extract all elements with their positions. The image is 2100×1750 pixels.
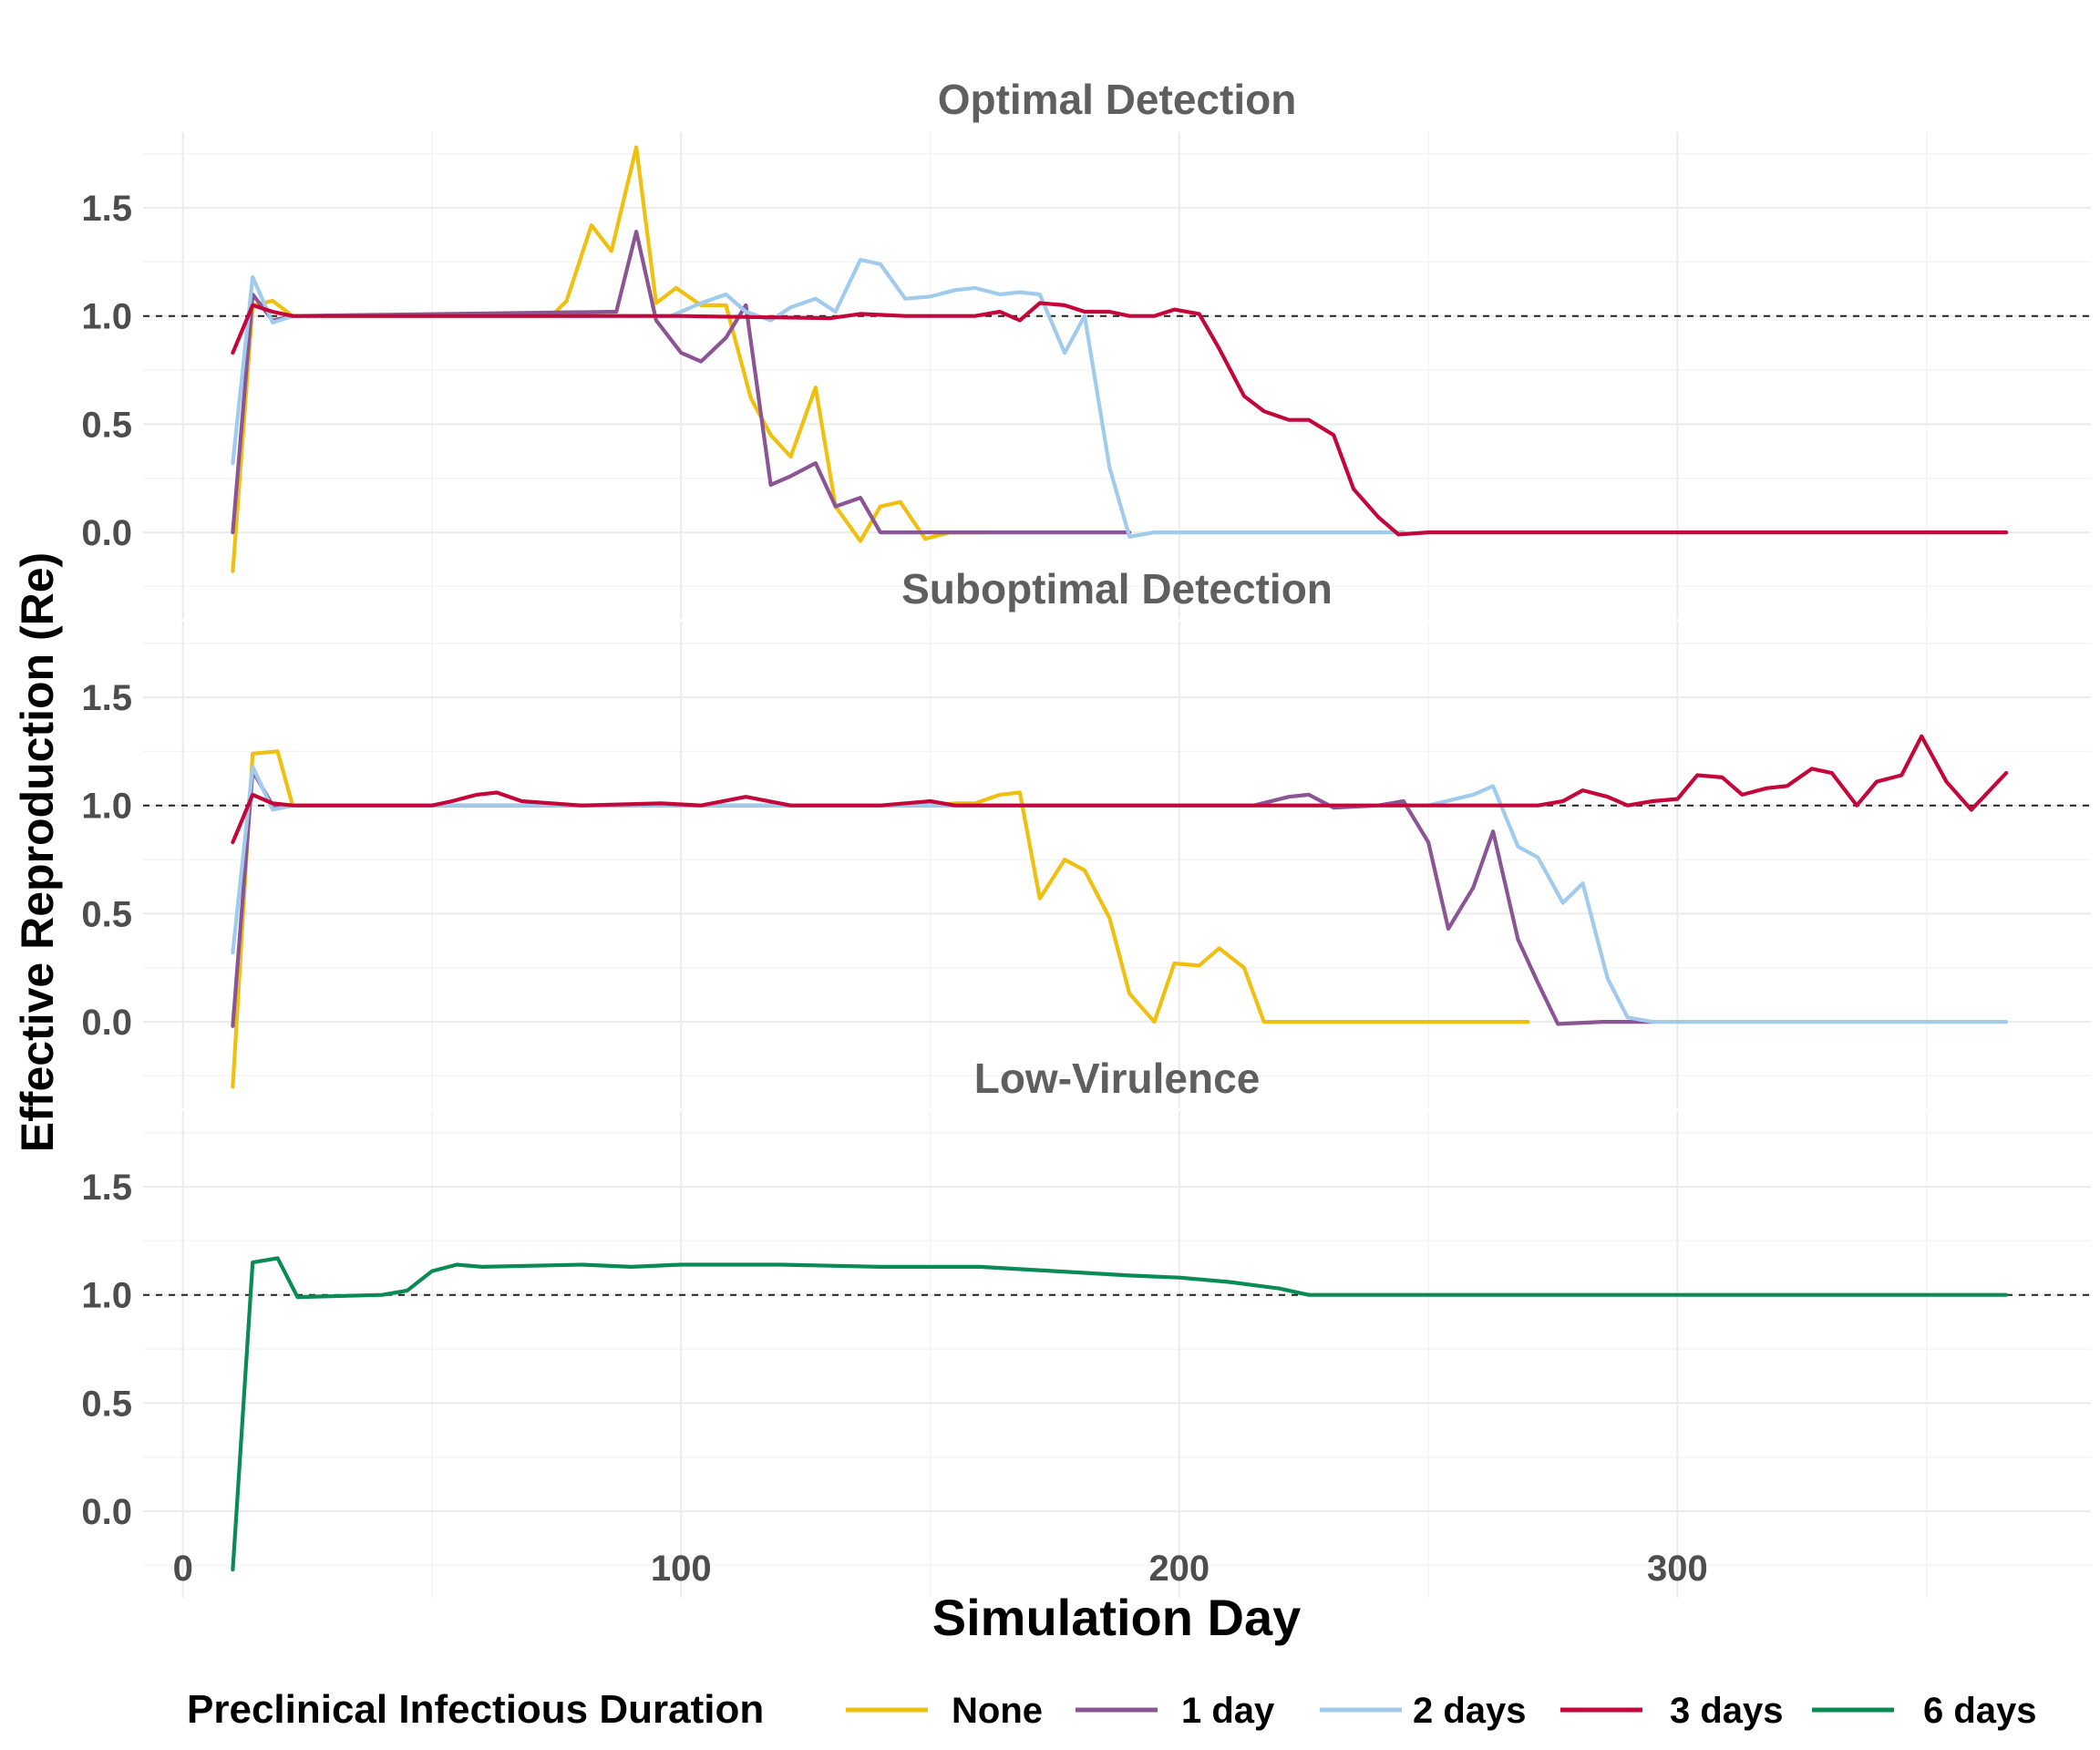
legend-label-none: None	[952, 1691, 1043, 1731]
x-tick-label: 300	[1647, 1549, 1708, 1589]
x-axis-title: Simulation Day	[932, 1589, 1302, 1646]
legend-label-3-days: 3 days	[1670, 1691, 1784, 1731]
panel-title: Suboptimal Detection	[901, 565, 1333, 612]
y-tick-label: 0.5	[81, 894, 132, 934]
legend-title: Preclinical Infectious Duration	[187, 1687, 764, 1732]
series-line-3-days	[231, 301, 2009, 537]
series-line-2-days	[231, 764, 2009, 1024]
y-tick-label: 1.5	[81, 1168, 132, 1208]
y-tick-label: 0.0	[81, 1492, 132, 1532]
panel-title: Optimal Detection	[938, 76, 1297, 123]
panel: Optimal Detection 0.0 0.5 1.0 1.5	[81, 76, 2091, 619]
x-tick-label: 100	[651, 1549, 712, 1589]
x-axis-tick-labels: 0 100 200 300	[173, 1549, 1708, 1589]
y-tick-label: 0.0	[81, 1003, 132, 1043]
y-tick-label: 1.0	[81, 1276, 132, 1316]
legend-item-3-days: 3 days	[1560, 1691, 1784, 1731]
legend-label-6-days: 6 days	[1923, 1691, 2037, 1731]
x-tick-label: 0	[173, 1549, 193, 1589]
y-tick-label: 1.5	[81, 678, 132, 718]
chart-panels: Optimal Detection0.00.51.01.5Suboptimal …	[81, 76, 2091, 1598]
y-tick-label: 0.0	[81, 513, 132, 553]
panel-title: Low-Virulence	[974, 1055, 1261, 1102]
y-tick-label: 1.5	[81, 189, 132, 229]
series-line-3-days	[231, 734, 2009, 845]
y-tick-label: 0.5	[81, 1384, 132, 1424]
panel: Suboptimal Detection 0.0 0.5 1.0 1.5	[81, 565, 2091, 1108]
y-axis-title: Effective Reproduction (Re)	[12, 552, 63, 1152]
legend-label-2-days: 2 days	[1413, 1691, 1527, 1731]
series-line-6-days	[231, 1256, 2009, 1572]
panel: Low-Virulence 0.0 0.5 1.0 1.5	[81, 1055, 2091, 1598]
legend: Preclinical Infectious Duration None 1 d…	[187, 1687, 2037, 1732]
series-line-none	[231, 749, 1530, 1089]
legend-item-6-days: 6 days	[1812, 1691, 2037, 1731]
y-tick-label: 1.0	[81, 297, 132, 337]
y-tick-label: 0.5	[81, 405, 132, 445]
legend-item-none: None	[846, 1691, 1043, 1731]
y-tick-label: 1.0	[81, 787, 132, 827]
legend-item-2-days: 2 days	[1320, 1691, 1527, 1731]
legend-label-1-day: 1 day	[1181, 1691, 1275, 1731]
legend-item-1-day: 1 day	[1076, 1691, 1275, 1731]
x-tick-label: 200	[1148, 1549, 1210, 1589]
series-line-1-day	[231, 768, 1655, 1028]
series-line-2-days	[231, 257, 1405, 539]
